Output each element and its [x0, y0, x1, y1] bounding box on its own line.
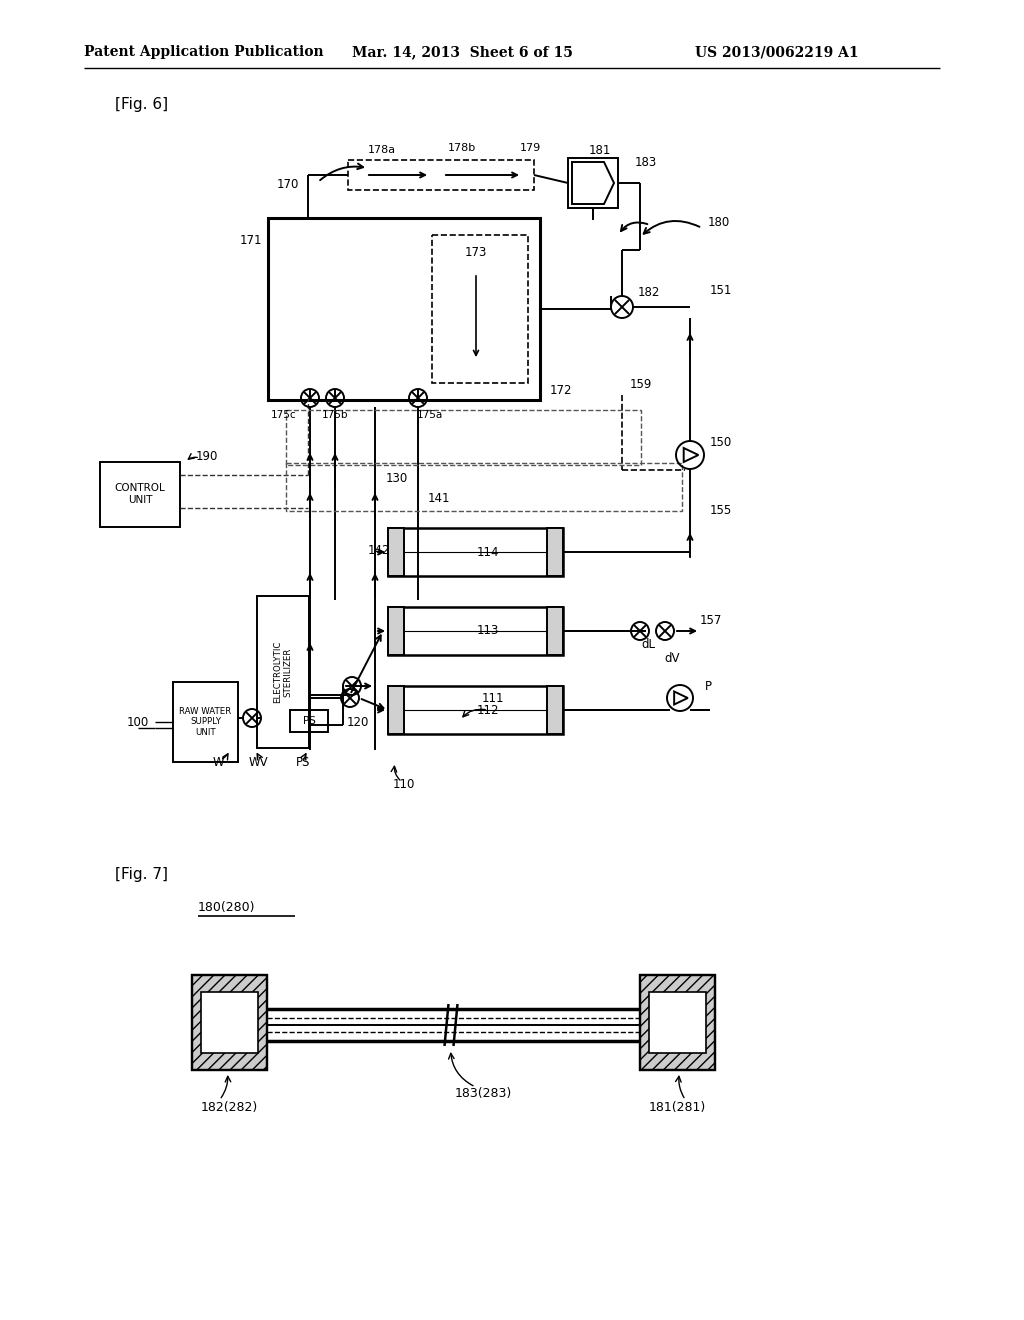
Text: 141: 141 [428, 491, 451, 504]
Text: 157: 157 [700, 614, 722, 627]
Text: PS: PS [296, 755, 310, 768]
Bar [173, 682, 238, 762]
Bar [193, 975, 267, 1071]
Bar [547, 528, 563, 576]
Text: WV: WV [248, 755, 268, 768]
Bar [388, 528, 404, 576]
Text: 180(280): 180(280) [198, 902, 256, 915]
Text: 170: 170 [276, 178, 299, 191]
Text: 179: 179 [519, 143, 541, 153]
Bar [388, 686, 404, 734]
Bar [432, 235, 528, 383]
Text: P: P [705, 680, 712, 693]
Bar [547, 607, 563, 655]
Text: 142: 142 [368, 544, 390, 557]
Text: 178b: 178b [447, 143, 476, 153]
Text: 182: 182 [638, 285, 660, 298]
Bar [290, 710, 328, 733]
Bar [568, 158, 618, 209]
Text: 110: 110 [393, 779, 415, 792]
Bar [649, 993, 706, 1053]
Text: 159: 159 [630, 379, 652, 392]
Text: 180: 180 [708, 216, 730, 230]
Text: 171: 171 [240, 234, 262, 247]
Bar [388, 686, 404, 734]
Text: 112: 112 [477, 704, 500, 717]
Bar [268, 218, 540, 400]
Text: 100: 100 [127, 715, 150, 729]
Bar [388, 528, 404, 576]
Text: Mar. 14, 2013  Sheet 6 of 15: Mar. 14, 2013 Sheet 6 of 15 [352, 45, 572, 59]
Text: [Fig. 7]: [Fig. 7] [115, 867, 168, 883]
Text: 182(282): 182(282) [201, 1101, 258, 1114]
Bar [547, 607, 563, 655]
Bar [388, 607, 404, 655]
Text: 155: 155 [710, 503, 732, 516]
Text: 181(281): 181(281) [649, 1101, 707, 1114]
Text: RAW WATER
SUPPLY
UNIT: RAW WATER SUPPLY UNIT [179, 708, 231, 737]
Bar [547, 528, 563, 576]
Bar [257, 597, 309, 748]
Text: 150: 150 [710, 436, 732, 449]
Text: 190: 190 [196, 450, 218, 462]
Text: Patent Application Publication: Patent Application Publication [84, 45, 324, 59]
Bar [348, 160, 534, 190]
Bar [201, 993, 258, 1053]
Text: 151: 151 [710, 284, 732, 297]
Bar [286, 411, 641, 465]
Bar [388, 607, 563, 655]
Text: PS: PS [302, 715, 315, 726]
Text: 183(283): 183(283) [455, 1086, 512, 1100]
Bar [640, 975, 715, 1071]
Text: CONTROL
UNIT: CONTROL UNIT [115, 483, 165, 504]
Bar [547, 686, 563, 734]
Bar [388, 686, 563, 734]
Bar [547, 686, 563, 734]
Text: 114: 114 [477, 545, 500, 558]
Text: 130: 130 [386, 471, 409, 484]
Text: 173: 173 [465, 247, 487, 260]
Text: [Fig. 6]: [Fig. 6] [115, 96, 168, 111]
Text: W: W [212, 755, 224, 768]
Text: 111: 111 [482, 692, 505, 705]
Bar [286, 463, 682, 511]
Text: 175c: 175c [270, 411, 296, 420]
Bar [388, 528, 563, 576]
Text: ELECTROLYTIC
STERILIZER: ELECTROLYTIC STERILIZER [273, 640, 293, 704]
Bar [640, 975, 715, 1071]
Text: 175a: 175a [417, 411, 443, 420]
Bar [100, 462, 180, 527]
Bar [193, 975, 267, 1071]
Text: 181: 181 [589, 144, 611, 157]
Text: 175b: 175b [322, 411, 348, 420]
Bar [388, 607, 404, 655]
Text: US 2013/0062219 A1: US 2013/0062219 A1 [695, 45, 859, 59]
Text: 183: 183 [635, 156, 657, 169]
Text: 172: 172 [550, 384, 572, 396]
Text: 113: 113 [477, 624, 499, 638]
Text: dV: dV [665, 652, 680, 664]
Text: 178a: 178a [368, 145, 396, 154]
Text: 120: 120 [347, 715, 370, 729]
Text: dL: dL [641, 639, 655, 652]
